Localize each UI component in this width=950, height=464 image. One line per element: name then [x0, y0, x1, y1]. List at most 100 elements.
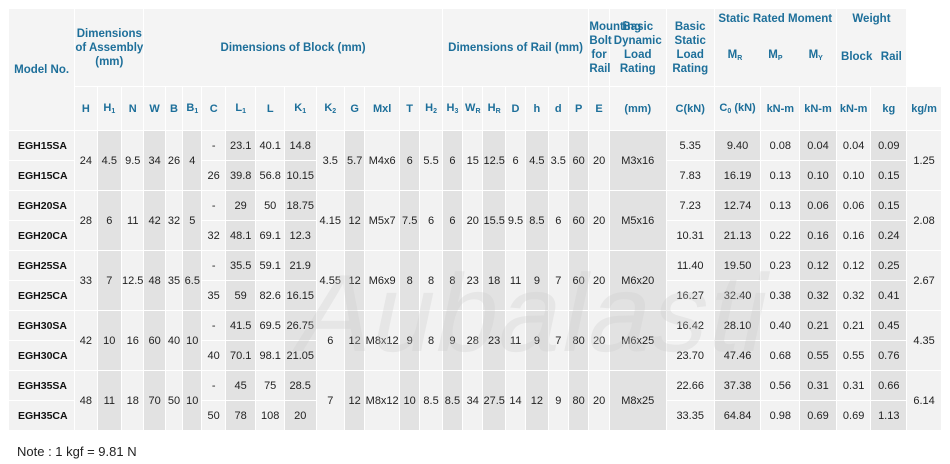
cell-h: 48 — [74, 370, 98, 431]
cell-cdyn: 23.70 — [665, 340, 715, 371]
cell-rail-weight: 4.35 — [906, 310, 942, 371]
cell-mr: 0.68 — [760, 340, 801, 371]
cell-h: 9 — [525, 250, 549, 311]
cell-l1: 41.5 — [224, 310, 257, 341]
specification-table: Model No. Dimensions of Assembly (mm) Di… — [7, 8, 942, 431]
cell-c0: 16.19 — [713, 160, 762, 191]
cell-c0: 37.38 — [713, 370, 762, 401]
static-moment-header: Static Rated Moment MR MP MY — [713, 8, 837, 87]
cell-l: 69.1 — [255, 220, 285, 251]
cell-bolt: M8x25 — [608, 370, 667, 431]
table-row: EGH35SA 48 11 18 70 50 10-45 75 28.5 7 12 M8x12 10 8.… — [7, 370, 942, 431]
col-h: H — [74, 86, 98, 131]
cell-l: 82.6 — [255, 280, 285, 311]
col-wr: WR — [462, 86, 484, 131]
cell-mp: 0.32 — [799, 280, 837, 311]
cell-cdyn: 16.27 — [665, 280, 715, 311]
cell-d: 6 — [547, 190, 569, 251]
cell-l: 69.5 — [255, 310, 285, 341]
cell-n: 9.5 — [121, 130, 145, 191]
cell-c: - — [201, 190, 226, 221]
cell-t: 8 — [398, 250, 421, 311]
cell-block: 0.24 — [870, 220, 908, 251]
cell-mxl: M5x7 — [364, 190, 400, 251]
cell-l1: 78 — [224, 400, 257, 431]
col-d-upper: D — [504, 86, 527, 131]
cell-w: 34 — [143, 130, 166, 191]
cell-l1: 48.1 — [224, 220, 257, 251]
cell-h: 28 — [74, 190, 98, 251]
dim-assembly-header: Dimensions of Assembly (mm) — [74, 8, 145, 87]
cell-l: 50 — [255, 190, 285, 221]
cell-d: 9 — [547, 370, 569, 431]
cell-cdyn: 16.42 — [665, 310, 715, 341]
cell-hr: 18 — [482, 250, 506, 311]
cell-d: 14 — [504, 370, 527, 431]
cell-my: 0.31 — [835, 370, 872, 401]
cell-k1: 18.75 — [283, 190, 317, 221]
cell-h: 12 — [525, 370, 549, 431]
cell-c: - — [201, 130, 226, 161]
dim-rail-header: Dimensions of Rail (mm) — [441, 8, 590, 87]
cell-mxl: M8x12 — [364, 370, 400, 431]
cell-my: 0.12 — [835, 250, 872, 281]
cell-c: - — [201, 370, 226, 401]
mp-label: MP — [768, 48, 783, 62]
table-row: EGH20CA 32 48.1 69.1 12.3 10.31 21.13 0.22 0.16 0… — [7, 220, 942, 251]
cell-mp: 0.10 — [799, 160, 837, 191]
cell-b: 40 — [164, 310, 184, 371]
col-mxl: Mxl — [364, 86, 400, 131]
cell-k1: 10.15 — [283, 160, 317, 191]
cell-bolt: M5x16 — [608, 190, 667, 251]
cell-h2: 5.5 — [419, 130, 443, 191]
cell-b: 35 — [164, 250, 184, 311]
col-h1: H1 — [96, 86, 123, 131]
col-b: B — [164, 86, 184, 131]
cell-d: 9.5 — [504, 190, 527, 251]
cell-w: 60 — [143, 310, 166, 371]
cell-k2: 4.55 — [315, 250, 345, 311]
table-row: EGH15CA 26 39.8 56.8 10.15 7.83 16.19 0.13 0.10 0… — [7, 160, 942, 191]
cell-block: 0.41 — [870, 280, 908, 311]
cell-mp: 0.12 — [799, 250, 837, 281]
cell-h1: 6 — [96, 190, 123, 251]
cell-b1: 10 — [182, 310, 203, 371]
col-e: E — [588, 86, 610, 131]
cell-h3: 8.5 — [441, 370, 464, 431]
cell-c: 32 — [201, 220, 226, 251]
cell-d: 7 — [547, 250, 569, 311]
cell-mxl: M6x9 — [364, 250, 400, 311]
col-l1: L1 — [224, 86, 257, 131]
cell-e: 20 — [588, 370, 610, 431]
cell-mp: 0.21 — [799, 310, 837, 341]
cell-cdyn: 33.35 — [665, 400, 715, 431]
cell-block: 0.09 — [870, 130, 908, 161]
cell-h3: 6 — [441, 190, 464, 251]
cell-l1: 39.8 — [224, 160, 257, 191]
col-k2: K2 — [315, 86, 345, 131]
cell-h1: 11 — [96, 370, 123, 431]
table-row: EGH25CA 35 59 82.6 16.15 16.27 32.40 0.38 0.32 0.… — [7, 280, 942, 311]
col-block-unit: kg — [870, 86, 908, 131]
cell-mp: 0.04 — [799, 130, 837, 161]
cell-c0: 12.74 — [713, 190, 762, 221]
cell-d: 11 — [504, 250, 527, 311]
col-h2: H2 — [419, 86, 443, 131]
cell-l1: 23.1 — [224, 130, 257, 161]
cell-n: 11 — [121, 190, 145, 251]
cell-rail-weight: 1.25 — [906, 130, 942, 191]
cell-l1: 45 — [224, 370, 257, 401]
cell-b: 26 — [164, 130, 184, 191]
col-my-unit: kN-m — [835, 86, 872, 131]
cell-block: 0.45 — [870, 310, 908, 341]
cell-c: 35 — [201, 280, 226, 311]
cell-block: 0.15 — [870, 160, 908, 191]
cell-w: 42 — [143, 190, 166, 251]
cell-c0: 21.13 — [713, 220, 762, 251]
cell-w: 70 — [143, 370, 166, 431]
cell-c0: 64.84 — [713, 400, 762, 431]
cell-rail-weight: 6.14 — [906, 370, 942, 431]
cell-mr: 0.38 — [760, 280, 801, 311]
cell-h3: 8 — [441, 250, 464, 311]
cell-my: 0.32 — [835, 280, 872, 311]
